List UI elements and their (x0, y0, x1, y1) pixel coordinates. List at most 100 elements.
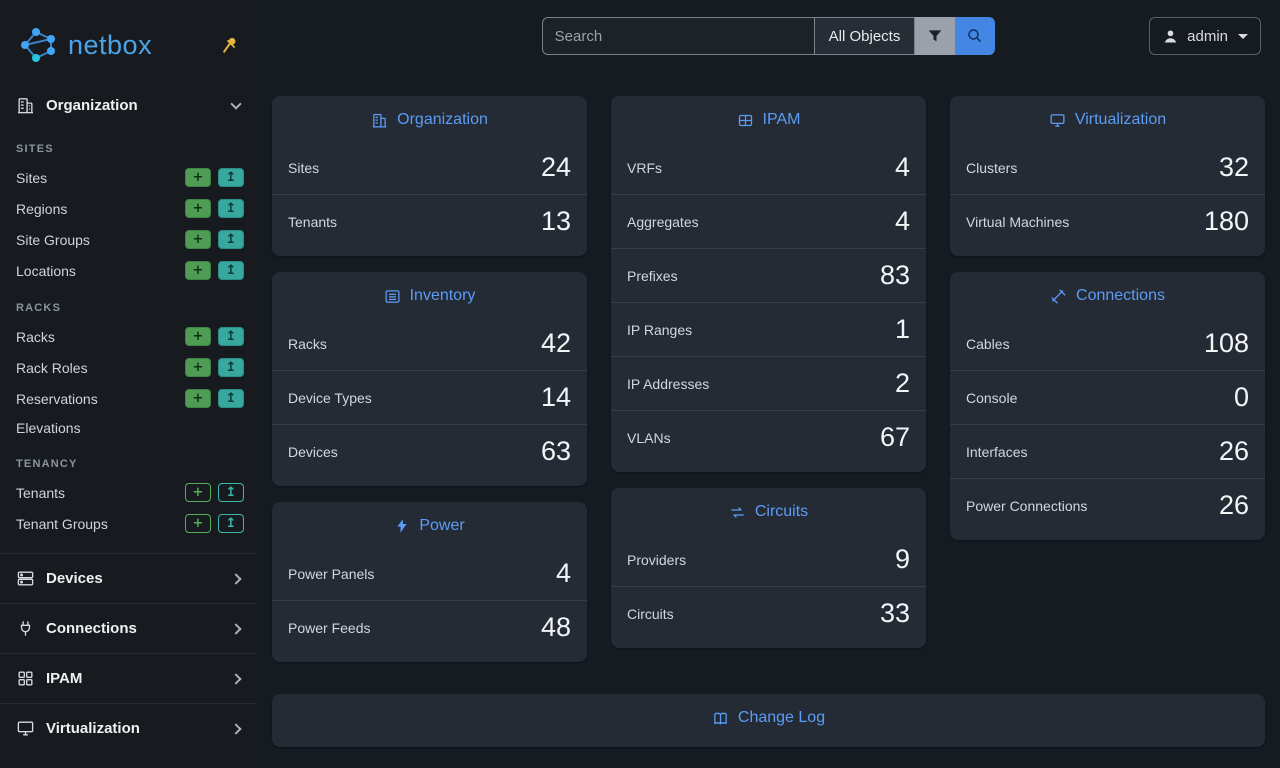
sidebar-item-label[interactable]: Site Groups (16, 231, 90, 248)
stat-value[interactable]: 32 (1218, 152, 1249, 182)
sidebar-item-sites[interactable]: Sites + ↥ (0, 162, 256, 193)
stat-value[interactable]: 63 (540, 436, 571, 466)
card-connections-header[interactable]: Connections (950, 272, 1265, 317)
sidebar-section-ipam[interactable]: IPAM (0, 653, 256, 703)
sidebar-item-regions[interactable]: Regions + ↥ (0, 193, 256, 224)
add-button[interactable]: + (185, 514, 211, 533)
stat-label[interactable]: Prefixes (627, 267, 678, 284)
import-button[interactable]: ↥ (218, 168, 244, 187)
search-scope-button[interactable]: All Objects (813, 17, 916, 55)
pin-sidebar-button[interactable] (220, 35, 240, 55)
card-inventory-header[interactable]: Inventory (272, 272, 587, 317)
sidebar-item-tenants[interactable]: Tenants + ↥ (0, 477, 256, 508)
stat-label[interactable]: Tenants (288, 213, 338, 230)
sidebar-item-elevations[interactable]: Elevations (0, 414, 256, 442)
import-button[interactable]: ↥ (218, 358, 244, 377)
stat-label[interactable]: IP Addresses (627, 375, 710, 392)
stat-value[interactable]: 42 (540, 328, 571, 358)
stat-label[interactable]: Power Panels (288, 565, 375, 582)
stat-label[interactable]: Power Connections (966, 497, 1088, 514)
stat-value[interactable]: 67 (879, 422, 910, 452)
sidebar-item-label[interactable]: Rack Roles (16, 359, 88, 376)
import-button[interactable]: ↥ (218, 389, 244, 408)
sidebar-item-reservations[interactable]: Reservations + ↥ (0, 383, 256, 414)
stat-label[interactable]: Devices (288, 443, 338, 460)
card-circuits-header[interactable]: Circuits (611, 488, 926, 533)
sidebar-item-label[interactable]: Locations (16, 262, 76, 279)
stat-label[interactable]: Cables (966, 335, 1010, 352)
card-ipam-header[interactable]: IPAM (611, 96, 926, 141)
stat-value[interactable]: 13 (540, 206, 571, 236)
import-button[interactable]: ↥ (218, 199, 244, 218)
import-button[interactable]: ↥ (218, 514, 244, 533)
stat-label[interactable]: Sites (288, 159, 320, 176)
stat-value[interactable]: 4 (555, 558, 571, 588)
stat-value[interactable]: 4 (894, 206, 910, 236)
netbox-logo[interactable]: netbox (16, 25, 152, 65)
stat-label[interactable]: Device Types (288, 389, 372, 406)
stat-label[interactable]: Providers (627, 551, 687, 568)
stat-label[interactable]: Virtual Machines (966, 213, 1070, 230)
stat-label[interactable]: Circuits (627, 605, 674, 622)
stat-value[interactable]: 33 (879, 598, 910, 628)
sidebar-section-connections[interactable]: Connections (0, 603, 256, 653)
sidebar-item-label[interactable]: Elevations (16, 420, 81, 436)
search-button[interactable] (955, 17, 996, 55)
sidebar-section-devices[interactable]: Devices (0, 553, 256, 603)
sidebar-item-site-groups[interactable]: Site Groups + ↥ (0, 224, 256, 255)
stat-value[interactable]: 83 (879, 260, 910, 290)
stat-label[interactable]: Console (966, 389, 1018, 406)
stat-label[interactable]: Racks (288, 335, 327, 352)
sidebar-item-tenant-groups[interactable]: Tenant Groups + ↥ (0, 508, 256, 539)
add-button[interactable]: + (185, 199, 211, 218)
sidebar-item-label[interactable]: Tenants (16, 484, 66, 501)
user-menu-button[interactable]: admin (1149, 17, 1261, 55)
sidebar-item-rack-roles[interactable]: Rack Roles + ↥ (0, 352, 256, 383)
add-button[interactable]: + (185, 358, 211, 377)
card-virtualization-header[interactable]: Virtualization (950, 96, 1265, 141)
card-changelog-header[interactable]: Change Log (272, 694, 1265, 739)
stat-label[interactable]: VLANs (627, 429, 671, 446)
stat-value[interactable]: 9 (894, 544, 910, 574)
add-button[interactable]: + (185, 327, 211, 346)
filter-button[interactable] (915, 17, 956, 55)
stat-value[interactable]: 26 (1218, 436, 1249, 466)
stat-value[interactable]: 26 (1218, 490, 1249, 520)
card-organization-header[interactable]: Organization (272, 96, 587, 141)
sidebar-item-label[interactable]: Reservations (16, 390, 98, 407)
stat-value[interactable]: 2 (894, 368, 910, 398)
stat-label[interactable]: VRFs (627, 159, 662, 176)
stat-label[interactable]: Clusters (966, 159, 1018, 176)
import-button[interactable]: ↥ (218, 261, 244, 280)
import-button[interactable]: ↥ (218, 327, 244, 346)
stat-value[interactable]: 0 (1233, 382, 1249, 412)
card-power-header[interactable]: Power (272, 502, 587, 547)
stat-label[interactable]: Power Feeds (288, 619, 371, 636)
stat-value[interactable]: 48 (540, 612, 571, 642)
sidebar-section-organization[interactable]: Organization (0, 84, 256, 127)
add-button[interactable]: + (185, 389, 211, 408)
search-input[interactable] (541, 17, 814, 55)
stat-label[interactable]: IP Ranges (627, 321, 693, 338)
import-button[interactable]: ↥ (218, 230, 244, 249)
stat-value[interactable]: 14 (540, 382, 571, 412)
stat-value[interactable]: 4 (894, 152, 910, 182)
sidebar-item-label[interactable]: Tenant Groups (16, 515, 108, 532)
stat-value[interactable]: 24 (540, 152, 571, 182)
sidebar-item-racks[interactable]: Racks + ↥ (0, 321, 256, 352)
add-button[interactable]: + (185, 230, 211, 249)
sidebar-section-virtualization[interactable]: Virtualization (0, 703, 256, 753)
stat-value[interactable]: 1 (894, 314, 910, 344)
stat-label[interactable]: Aggregates (627, 213, 699, 230)
stat-value[interactable]: 180 (1203, 206, 1249, 236)
import-button[interactable]: ↥ (218, 483, 244, 502)
stat-label[interactable]: Interfaces (966, 443, 1028, 460)
add-button[interactable]: + (185, 261, 211, 280)
sidebar-item-label[interactable]: Regions (16, 200, 68, 217)
sidebar-item-label[interactable]: Sites (16, 169, 48, 186)
sidebar-item-locations[interactable]: Locations + ↥ (0, 255, 256, 286)
add-button[interactable]: + (185, 483, 211, 502)
sidebar-item-label[interactable]: Racks (16, 328, 55, 345)
add-button[interactable]: + (185, 168, 211, 187)
stat-value[interactable]: 108 (1203, 328, 1249, 358)
